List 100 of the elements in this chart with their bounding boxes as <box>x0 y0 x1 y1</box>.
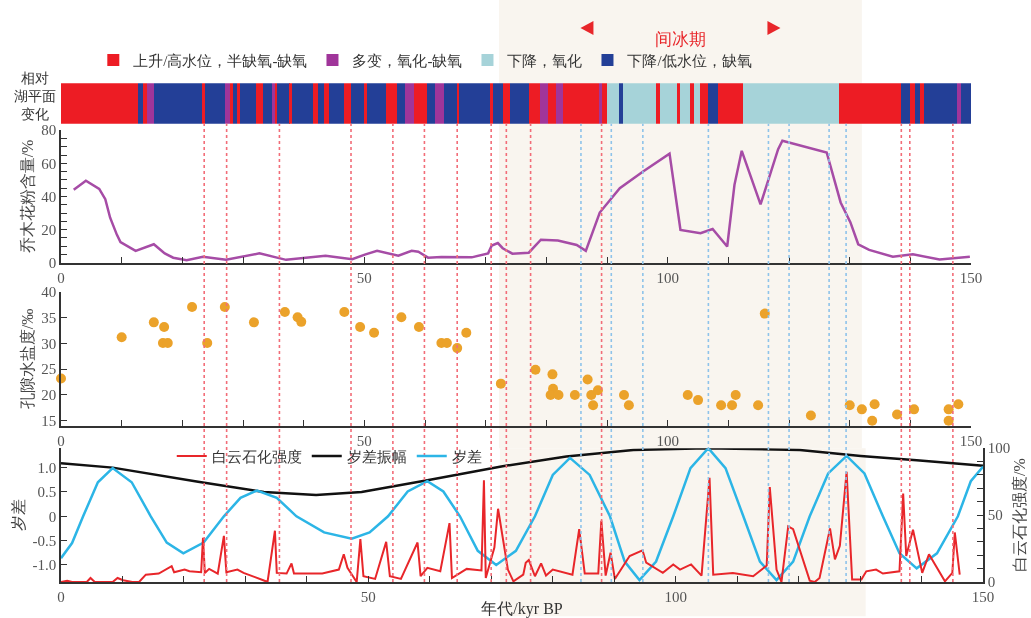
bar <box>351 83 364 124</box>
bar <box>957 83 961 124</box>
bar <box>292 83 313 124</box>
bar <box>901 83 910 124</box>
bar <box>718 83 743 124</box>
point <box>553 389 564 400</box>
x-axis-title: 年代/kyr BP <box>481 600 563 618</box>
point <box>495 378 506 389</box>
bar <box>924 83 957 124</box>
bar <box>599 83 602 124</box>
bar <box>289 83 292 124</box>
point <box>759 308 770 319</box>
band-label: 间冰期 <box>655 30 706 49</box>
y-tick-label: 35 <box>41 309 57 326</box>
bar <box>205 83 225 124</box>
bar <box>677 83 680 124</box>
line-series <box>61 470 961 582</box>
legend-label: 白云石化强度 <box>211 448 302 465</box>
bar <box>680 83 690 124</box>
bar <box>563 83 599 124</box>
y-tick-label: 60 <box>41 155 57 172</box>
point <box>869 399 880 410</box>
point <box>805 410 816 421</box>
point <box>953 399 964 410</box>
bar <box>743 83 839 124</box>
y-tick-label: 20 <box>41 387 57 404</box>
y-tick-label: 25 <box>41 361 57 378</box>
bar <box>444 83 457 124</box>
bar <box>540 83 548 124</box>
bar <box>233 83 237 124</box>
legend-label: 岁差 <box>451 448 482 465</box>
point <box>693 395 704 406</box>
point <box>592 385 603 396</box>
point <box>248 317 259 328</box>
x-tick-label: 100 <box>664 588 687 605</box>
x-tick-label: 150 <box>959 432 983 449</box>
bar <box>910 83 915 124</box>
bar <box>405 83 414 124</box>
x-tick-label: 100 <box>656 269 679 286</box>
point <box>943 404 954 415</box>
point <box>547 369 558 380</box>
point <box>856 404 867 415</box>
bar <box>414 83 427 124</box>
bar <box>607 83 619 124</box>
y-axis-title: 孔隙水盐度/‰ <box>18 308 36 410</box>
point <box>582 374 593 385</box>
bar <box>240 83 256 124</box>
bar <box>503 83 510 124</box>
y-tick-label: 40 <box>41 284 57 301</box>
y-tick-label: 15 <box>41 412 57 429</box>
x-tick-label: 150 <box>959 269 983 286</box>
point <box>461 327 472 338</box>
bar <box>435 83 444 124</box>
bar <box>490 83 493 124</box>
bar <box>318 83 324 124</box>
point <box>355 322 366 332</box>
bar <box>225 83 230 124</box>
point <box>892 409 903 420</box>
point <box>396 312 407 323</box>
x-tick-label: 100 <box>656 432 679 449</box>
y-axis-title: 岁差 <box>9 499 27 532</box>
bar <box>154 83 202 124</box>
point <box>753 400 764 411</box>
legend-label: 多变，氧化-缺氧 <box>352 52 463 69</box>
bar <box>147 83 154 124</box>
bar <box>397 83 405 124</box>
bar <box>839 83 901 124</box>
bar <box>690 83 694 124</box>
x-tick-label: 50 <box>360 588 376 605</box>
bar <box>619 83 623 124</box>
bar <box>367 83 386 124</box>
y-tick-label: -1.0 <box>32 557 57 574</box>
point <box>369 327 380 338</box>
bar <box>202 83 205 124</box>
y-tick-label: 20 <box>41 221 57 238</box>
bar <box>364 83 367 124</box>
bar <box>263 83 272 124</box>
bar <box>708 83 718 124</box>
bar <box>915 83 920 124</box>
y-tick-label: 30 <box>41 335 57 352</box>
x-tick-label: 150 <box>971 588 995 605</box>
y-axis-title: 相对湖平面变化 <box>14 71 56 123</box>
bar <box>230 83 233 124</box>
y-tick-label: 0 <box>48 508 57 525</box>
bar <box>694 83 700 124</box>
bar <box>493 83 503 124</box>
y2-tick-label: 0 <box>987 574 996 591</box>
y-tick-label: 0.5 <box>37 484 57 501</box>
bar <box>656 83 660 124</box>
x-tick-label: 50 <box>356 432 372 449</box>
bar <box>143 83 147 124</box>
point <box>867 415 878 426</box>
bar <box>344 83 351 124</box>
bar <box>313 83 318 124</box>
bar <box>427 83 435 124</box>
point <box>148 317 159 328</box>
bar <box>510 83 529 124</box>
point <box>619 389 630 400</box>
bar <box>700 83 708 124</box>
bar <box>138 83 143 124</box>
